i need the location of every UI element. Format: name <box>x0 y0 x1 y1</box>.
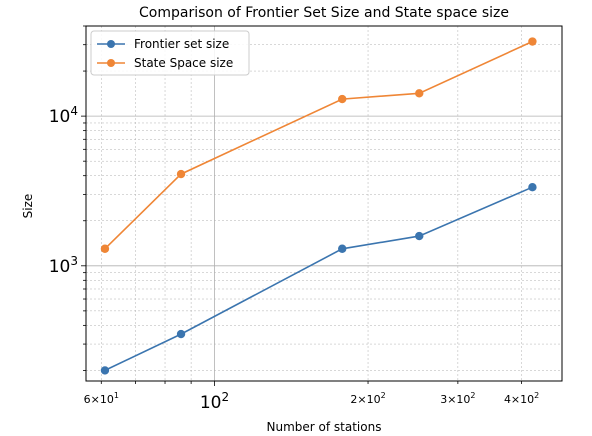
data-point <box>338 244 347 253</box>
series-1 <box>100 37 537 253</box>
data-point <box>100 366 110 375</box>
data-point <box>176 329 186 339</box>
chart-title: Comparison of Frontier Set Size and Stat… <box>139 5 509 21</box>
data-point <box>100 244 110 253</box>
data-point <box>528 37 537 46</box>
x-tick-label: 3×102 <box>440 391 475 406</box>
data-point <box>338 94 347 104</box>
legend-box <box>90 30 250 76</box>
y-axis-label: Size <box>21 194 35 219</box>
y-tick-label: 103 <box>49 254 78 277</box>
x-tick-label: 2×102 <box>350 391 385 406</box>
legend-item: State Space size <box>97 56 233 70</box>
data-point <box>528 183 537 192</box>
legend-item: Frontier set size <box>97 37 229 51</box>
grid-lines <box>86 25 562 381</box>
x-axis-label: Number of stations <box>267 420 382 434</box>
legend-label: State Space size <box>134 56 233 70</box>
plot-frame <box>85 25 563 382</box>
axis-ticks: 102 6×101 2×102 3×102 4×102 103 104 <box>49 25 539 413</box>
y-tick-label: 104 <box>49 104 78 127</box>
data-point <box>176 169 186 179</box>
series-layer <box>100 37 537 375</box>
x-tick-label: 6×101 <box>84 391 119 406</box>
legend-marker <box>107 40 115 48</box>
x-tick-label: 4×102 <box>504 391 539 406</box>
legend: Frontier set size State Space size <box>90 30 250 76</box>
x-tick-label: 102 <box>200 390 229 413</box>
legend-marker <box>107 59 115 67</box>
data-point <box>415 231 424 241</box>
series-0 <box>100 183 537 375</box>
series-line <box>104 186 533 372</box>
legend-label: Frontier set size <box>134 37 229 51</box>
data-point <box>415 89 424 98</box>
